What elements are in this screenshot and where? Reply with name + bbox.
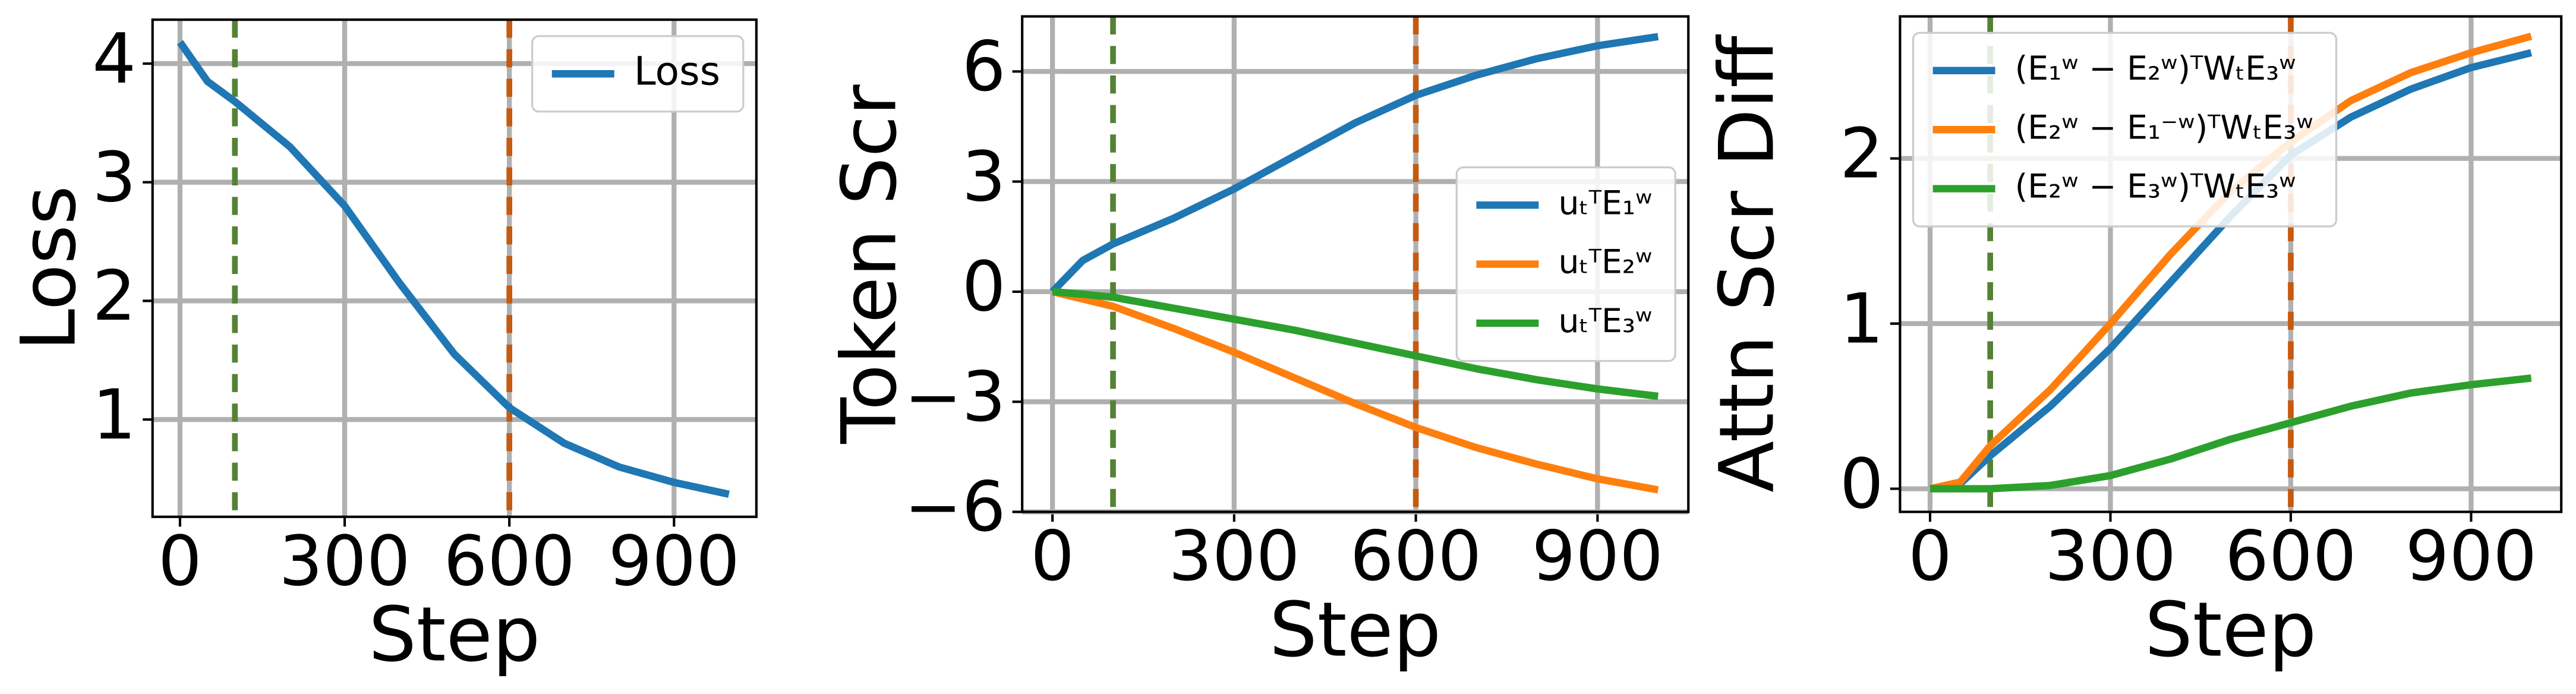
y-axis-label: Loss bbox=[5, 185, 93, 351]
legend-label: (E₂ʷ − E₁⁻ʷ)ᵀWₜE₃ʷ bbox=[2015, 109, 2313, 147]
y-tick-label: 1 bbox=[92, 375, 136, 455]
axes-frame bbox=[1021, 15, 1690, 513]
x-axis-label: Step bbox=[2145, 585, 2316, 673]
y-tick-label: 0 bbox=[962, 247, 1006, 327]
legend-label: uₜᵀE₃ʷ bbox=[1558, 302, 1652, 340]
y-tick-label: 2 bbox=[92, 256, 136, 336]
x-axis-label: Step bbox=[1269, 585, 1441, 673]
x-tick-label: 0 bbox=[1908, 516, 1952, 597]
x-tick-label: 0 bbox=[1030, 516, 1074, 597]
x-axis-label: Step bbox=[368, 591, 540, 679]
x-tick-label: 900 bbox=[1532, 516, 1663, 597]
x-tick-label: 900 bbox=[608, 521, 740, 601]
y-axis-label: Attn Scr Diff bbox=[1703, 34, 1791, 493]
legend-label: (E₂ʷ − E₃ʷ)ᵀWₜE₃ʷ bbox=[2015, 168, 2296, 206]
legend: uₜᵀE₁ʷ uₜᵀE₂ʷ uₜᵀE₃ʷ bbox=[1455, 166, 1676, 362]
series-line bbox=[176, 40, 730, 498]
series-line bbox=[1052, 288, 1659, 400]
y-tick-label: 3 bbox=[92, 137, 136, 217]
series-line bbox=[1051, 288, 1659, 494]
y-axis-label: Token Scr bbox=[825, 84, 913, 444]
panel: 0 300 600 900 0 1 2 Step Attn Scr Diff (E₁ʷ − E₂ʷ… bbox=[1703, 15, 2563, 673]
x-tick-label: 600 bbox=[443, 521, 575, 601]
y-tick-label: −6 bbox=[904, 467, 1006, 547]
x-tick-label: 600 bbox=[2225, 516, 2356, 597]
y-tick-label: 6 bbox=[962, 27, 1006, 107]
legend: Loss bbox=[531, 35, 745, 113]
legend-label: uₜᵀE₁ʷ bbox=[1558, 184, 1652, 222]
x-tick-label: 900 bbox=[2405, 516, 2537, 597]
legend-label: (E₁ʷ − E₂ʷ)ᵀWₜE₃ʷ bbox=[2015, 50, 2296, 88]
axes-frame bbox=[151, 18, 758, 518]
legend-box bbox=[1912, 31, 2338, 228]
y-tick-label: −3 bbox=[904, 357, 1006, 437]
y-tick-label: 1 bbox=[1840, 279, 1884, 359]
axes-frame bbox=[1899, 15, 2563, 513]
legend-label: Loss bbox=[634, 48, 720, 94]
x-tick-label: 300 bbox=[279, 521, 410, 601]
series-line bbox=[1930, 374, 2532, 493]
y-tick-label: 0 bbox=[1840, 444, 1884, 524]
x-tick-label: 0 bbox=[158, 521, 202, 601]
y-tick-label: 2 bbox=[1840, 113, 1884, 194]
x-tick-label: 600 bbox=[1350, 516, 1481, 597]
y-tick-label: 3 bbox=[962, 137, 1006, 217]
series-line bbox=[1929, 49, 2533, 493]
y-tick-label: 4 bbox=[92, 19, 136, 99]
series-line bbox=[1049, 33, 1659, 295]
legend-label: uₜᵀE₂ʷ bbox=[1558, 244, 1652, 282]
legend: (E₁ʷ − E₂ʷ)ᵀWₜE₃ʷ (E₂ʷ − E₁⁻ʷ)ᵀWₜE₃ʷ (E₂ʷ … bbox=[1912, 31, 2338, 228]
legend-box bbox=[1455, 166, 1676, 362]
legend-box bbox=[531, 35, 745, 113]
x-tick-label: 300 bbox=[1168, 516, 1300, 597]
x-tick-label: 300 bbox=[2045, 516, 2176, 597]
panel: 0 300 600 900 1 2 3 4 Step Loss Loss bbox=[5, 18, 758, 679]
